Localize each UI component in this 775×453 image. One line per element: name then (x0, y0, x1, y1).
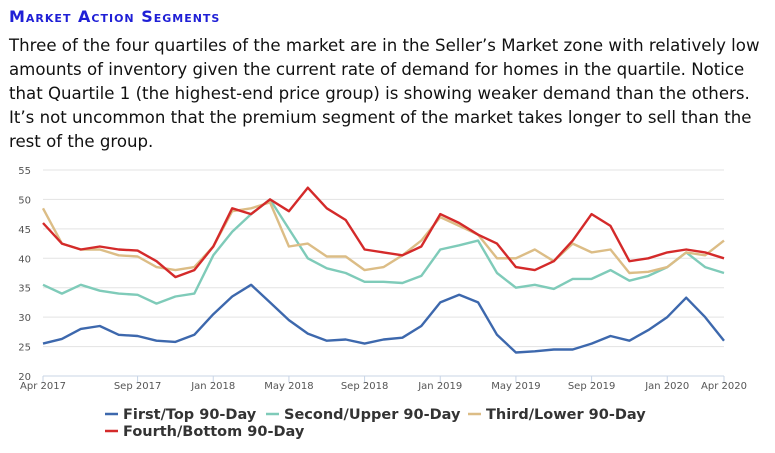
y-tick-label: 20 (18, 372, 31, 383)
legend-label: First/Top 90-Day (123, 407, 257, 423)
x-tick-label: Sep 2017 (114, 381, 161, 392)
y-tick-label: 30 (18, 313, 31, 324)
legend-label: Third/Lower 90-Day (486, 407, 646, 423)
x-tick-label: Apr 2020 (701, 381, 747, 392)
x-tick-label: Jan 2020 (644, 381, 689, 392)
legend-label: Fourth/Bottom 90-Day (123, 424, 305, 440)
y-tick-label: 45 (18, 225, 31, 236)
description-text: Three of the four quartiles of the marke… (9, 36, 760, 151)
series-line-3 (41, 201, 725, 275)
x-tick-label: Jan 2019 (417, 381, 462, 392)
x-tick-label: May 2018 (264, 381, 313, 392)
y-tick-label: 35 (18, 284, 31, 295)
y-tick-label: 25 (18, 343, 31, 354)
y-tick-label: 40 (18, 254, 31, 265)
y-tick-label: 55 (18, 166, 31, 177)
legend-label: Second/Upper 90-Day (284, 407, 461, 423)
section-title: Market Action Segments (9, 7, 221, 26)
y-tick-label: 50 (18, 195, 31, 206)
series-line-4 (42, 186, 725, 279)
series-line-1 (42, 283, 725, 354)
x-tick-label: Sep 2019 (568, 381, 615, 392)
x-tick-label: Apr 2017 (20, 381, 66, 392)
x-tick-label: Sep 2018 (341, 381, 388, 392)
x-tick-label: May 2019 (491, 381, 540, 392)
series-line-2 (42, 198, 725, 305)
x-tick-label: Jan 2018 (190, 381, 235, 392)
